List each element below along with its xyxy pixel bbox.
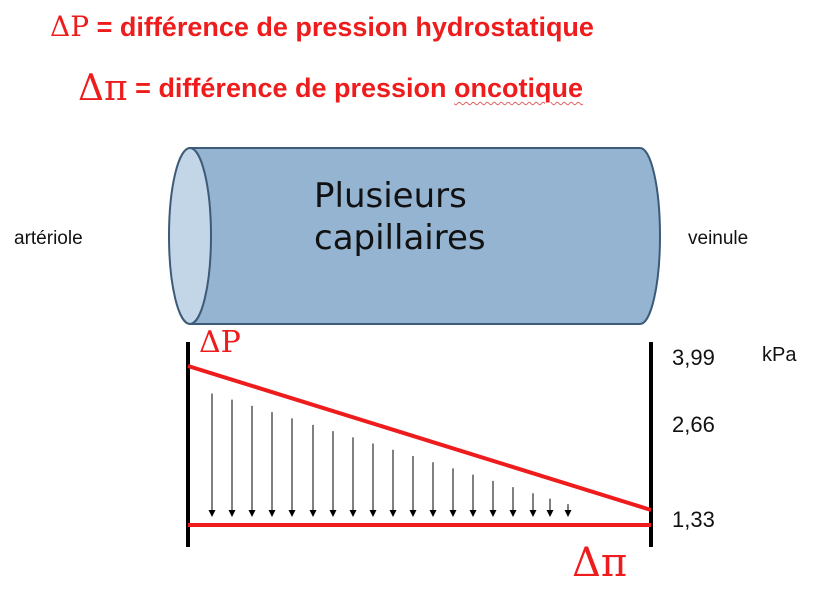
arrow-head	[429, 510, 437, 517]
title-oncotic-word: oncotique	[454, 73, 584, 103]
delta-pi-label: Δπ	[572, 540, 628, 586]
capillary-label: Plusieurs capillaires	[314, 175, 486, 259]
arrow-head	[369, 510, 377, 517]
scale-value-mid: 2,66	[672, 412, 715, 437]
delta-p-symbol: ΔP	[50, 10, 90, 43]
arrow-head	[469, 510, 477, 517]
arrow-head	[389, 510, 397, 517]
scale-value-high: 3,99	[672, 345, 715, 370]
venule-label: veinule	[688, 228, 749, 249]
delta-p-label: ΔP	[199, 325, 241, 360]
arrow-head	[208, 510, 216, 517]
filtration-arrows	[208, 393, 572, 517]
capillary-label-line2: capillaires	[314, 218, 486, 258]
hydrostatic-pressure-line	[187, 364, 652, 512]
arrow-head	[309, 510, 317, 517]
arrow-head	[529, 510, 537, 517]
arteriole-label: artériole	[14, 228, 83, 249]
scale-value-low: 1,33	[672, 507, 715, 532]
arrow-head	[329, 510, 337, 517]
arrow-head	[288, 510, 296, 517]
capillary-cylinder-body	[189, 147, 661, 325]
arrow-head	[449, 510, 457, 517]
arrow-head	[349, 510, 357, 517]
title-hydrostatic-text: = différence de pression hydrostatique	[89, 12, 594, 42]
title-oncotic-text: = différence de pression	[127, 73, 455, 103]
capillary-cylinder-end	[168, 147, 212, 325]
arrow-head	[268, 510, 276, 517]
arrow-head	[509, 510, 517, 517]
unit-label: kPa	[762, 344, 797, 366]
arrow-head	[228, 510, 236, 517]
delta-pi-symbol: Δπ	[78, 68, 128, 109]
title-oncotic: Δπ = différence de pression oncotique	[78, 68, 583, 109]
arrow-head	[248, 510, 256, 517]
arrow-head	[564, 510, 572, 517]
title-hydrostatic: ΔP = différence de pression hydrostatiqu…	[50, 10, 594, 43]
arrow-head	[489, 510, 497, 517]
arrow-head	[546, 510, 554, 517]
arrow-head	[409, 510, 417, 517]
capillary-label-line1: Plusieurs	[314, 176, 467, 216]
